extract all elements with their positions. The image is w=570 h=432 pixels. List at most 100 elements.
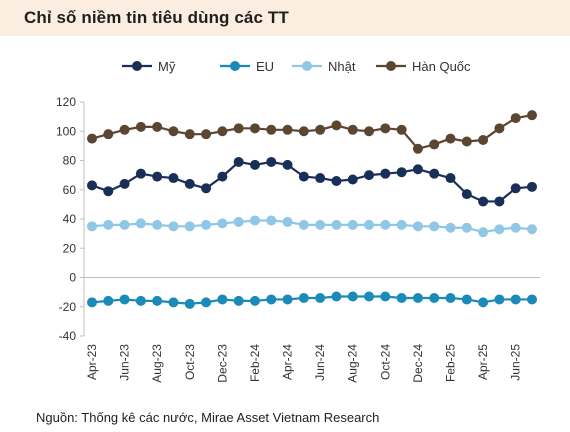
x-tick-label: Apr-25	[476, 344, 490, 380]
data-point	[412, 143, 423, 154]
data-point	[315, 124, 326, 135]
data-point	[119, 178, 130, 189]
data-point	[184, 129, 195, 140]
data-point	[135, 121, 146, 132]
data-point	[87, 133, 97, 144]
data-point	[233, 295, 244, 306]
data-point	[396, 292, 407, 303]
x-axis: Apr-23 Jun-23 Aug-23 Oct-23 Dec-23 Feb-24 Apr-…	[85, 344, 523, 383]
legend-item: Hàn Quốc	[376, 59, 471, 74]
y-tick-label: 60	[63, 183, 77, 197]
data-point	[168, 297, 179, 308]
legend-label: EU	[256, 59, 274, 74]
data-point	[461, 189, 472, 200]
data-point	[412, 292, 423, 303]
series-0	[87, 156, 537, 207]
series-line	[91, 160, 533, 203]
data-point	[396, 167, 407, 178]
data-point	[478, 227, 489, 238]
data-point	[168, 221, 179, 232]
data-point	[331, 219, 342, 230]
data-point	[135, 218, 146, 229]
data-point	[233, 216, 244, 227]
data-point	[135, 168, 146, 179]
data-point	[249, 215, 260, 226]
data-point	[266, 294, 277, 305]
data-point	[364, 219, 375, 230]
x-tick-label: Jun-25	[509, 344, 523, 381]
data-point	[461, 294, 472, 305]
data-point	[478, 297, 489, 308]
x-tick-label: Jun-23	[118, 344, 132, 381]
data-point	[217, 218, 228, 229]
data-point	[103, 186, 114, 197]
y-axis: 120 100 80 60 40 20 0 -20 -40	[56, 95, 540, 343]
data-point	[510, 113, 521, 124]
data-point	[282, 294, 293, 305]
data-point	[494, 294, 505, 305]
data-point	[494, 224, 505, 235]
data-point	[201, 297, 212, 308]
data-point	[201, 129, 212, 140]
y-tick-label: -20	[59, 300, 77, 314]
data-point	[527, 294, 537, 305]
series-3	[87, 110, 537, 154]
data-point	[331, 120, 342, 131]
data-point	[233, 156, 244, 167]
data-point	[347, 219, 358, 230]
data-point	[217, 171, 228, 182]
data-point	[298, 292, 309, 303]
data-point	[527, 110, 537, 121]
data-point	[478, 135, 489, 146]
legend-swatch-marker	[386, 61, 396, 71]
data-point	[510, 222, 521, 233]
series-1	[87, 291, 537, 309]
x-tick-label: Oct-24	[378, 344, 392, 380]
data-point	[298, 219, 309, 230]
x-tick-label: Aug-24	[346, 344, 360, 383]
y-tick-label: 0	[69, 271, 76, 285]
data-point	[429, 139, 440, 150]
data-point	[347, 291, 358, 302]
data-point	[461, 222, 472, 233]
data-point	[298, 171, 309, 182]
data-point	[510, 183, 521, 194]
y-tick-label: 80	[63, 154, 77, 168]
data-point	[494, 123, 505, 134]
data-point	[152, 121, 163, 132]
data-point	[412, 164, 423, 175]
data-point	[168, 173, 179, 184]
x-tick-label: Dec-24	[411, 344, 425, 383]
data-point	[445, 292, 456, 303]
data-point	[527, 224, 537, 235]
legend-item: Nhật	[292, 59, 356, 74]
data-point	[201, 219, 212, 230]
y-tick-label: 100	[56, 124, 76, 138]
data-point	[445, 173, 456, 184]
legend-swatch-marker	[230, 61, 240, 71]
data-point	[201, 183, 212, 194]
x-tick-label: Feb-25	[444, 344, 458, 382]
data-point	[152, 219, 163, 230]
data-point	[315, 292, 326, 303]
series-line	[91, 295, 532, 305]
x-tick-label: Feb-24	[248, 344, 262, 382]
y-tick-label: -40	[59, 329, 77, 343]
data-point	[510, 294, 521, 305]
data-point	[217, 126, 228, 137]
data-point	[119, 124, 130, 135]
data-point	[249, 295, 260, 306]
legend-item: EU	[220, 59, 274, 74]
data-point	[478, 196, 489, 207]
data-point	[103, 295, 114, 306]
y-tick-label: 120	[56, 95, 76, 109]
legend: Mỹ EU Nhật Hàn Quốc	[122, 59, 471, 74]
data-point	[527, 181, 537, 192]
data-point	[103, 219, 114, 230]
data-point	[282, 216, 293, 227]
data-point	[380, 219, 391, 230]
x-tick-label: Dec-23	[215, 344, 229, 383]
data-point	[249, 123, 260, 134]
data-point	[184, 298, 195, 309]
data-point	[461, 136, 472, 147]
